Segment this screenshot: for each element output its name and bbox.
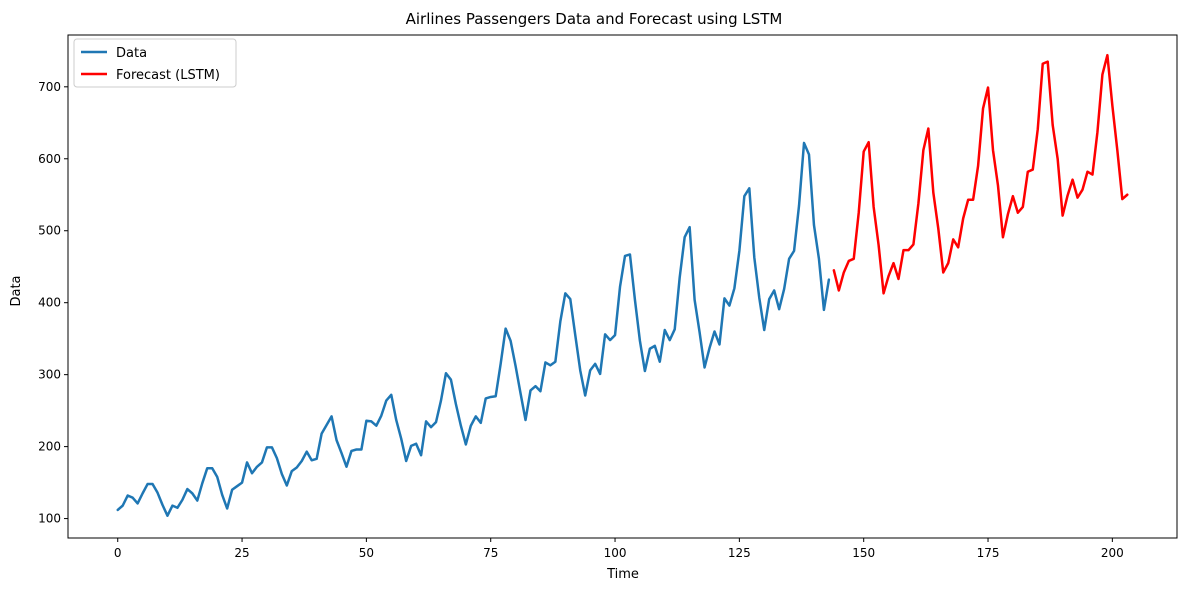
legend-box [73,38,237,88]
y-tick-label: 500 [38,224,61,238]
y-tick-label: 300 [38,368,61,382]
x-tick-label: 75 [483,546,498,560]
x-tick-label: 150 [852,546,875,560]
plot-area [116,53,1129,517]
series-line-data [116,141,831,517]
y-tick-label: 700 [38,80,61,94]
axes-frame [67,34,1178,539]
legend: Data Forecast (LSTM) [73,38,237,88]
x-tick-label: 50 [359,546,374,560]
legend-label: Forecast (LSTM) [116,68,220,83]
y-tick-label: 600 [38,152,61,166]
x-tick-label: 0 [114,546,122,560]
x-tick-label: 100 [604,546,627,560]
x-tick-label: 125 [728,546,751,560]
y-tick-label: 100 [38,512,61,526]
x-tick-label: 175 [977,546,1000,560]
y-axis: 100 200 300 400 500 600 700 [38,80,68,526]
series-line-forecast [832,53,1129,295]
chart-title: Airlines Passengers Data and Forecast us… [406,10,783,28]
x-tick-label: 25 [234,546,249,560]
x-axis-label: Time [606,567,639,582]
x-axis: 0 25 50 75 100 125 150 175 200 [114,538,1124,560]
x-tick-label: 200 [1101,546,1124,560]
legend-label: Data [116,46,147,61]
y-tick-label: 200 [38,440,61,454]
y-axis-label: Data [9,275,24,306]
y-tick-label: 400 [38,296,61,310]
